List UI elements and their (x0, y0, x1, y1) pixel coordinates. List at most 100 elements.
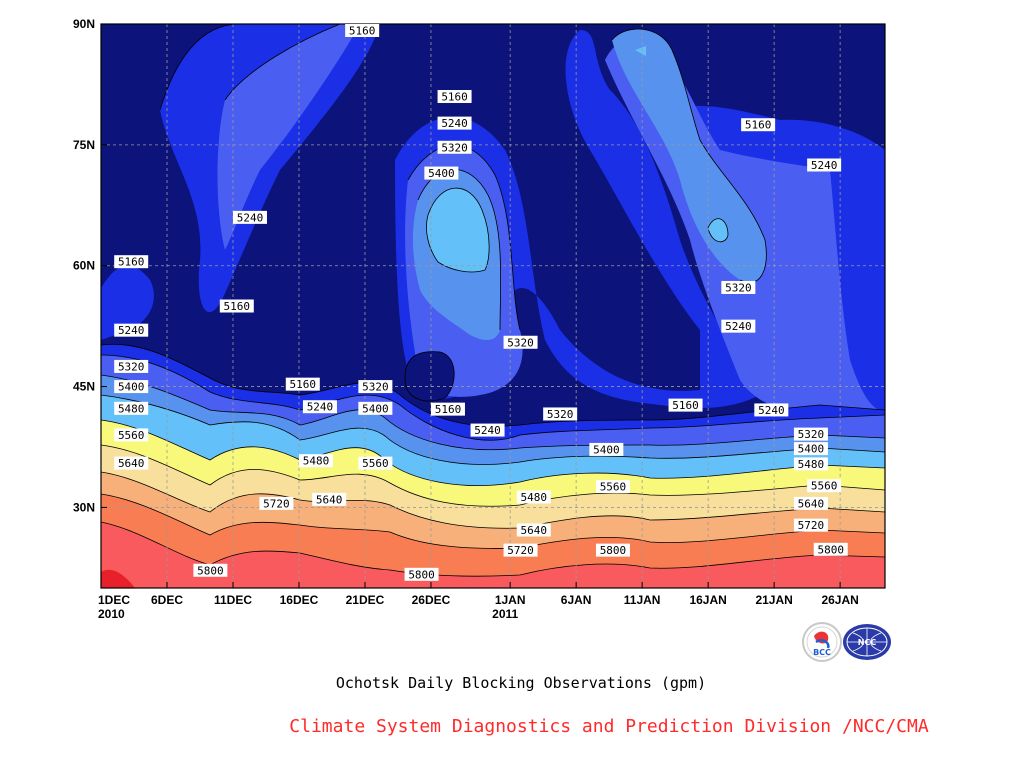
contour-label: 5560 (358, 456, 393, 470)
contour-label-bg (437, 116, 472, 130)
contour-label: 5160 (114, 255, 149, 269)
contour-band-5480 (635, 46, 646, 56)
contour-label-text: 5400 (593, 443, 620, 456)
contour-label-text: 5160 (441, 91, 468, 104)
contour-label-bg (793, 442, 828, 456)
contour-label: 5320 (543, 407, 578, 421)
contour-label-bg (721, 280, 756, 294)
contour-label-text: 5640 (521, 524, 548, 537)
contour-label: 5320 (114, 359, 149, 373)
contour-band-5240 (101, 265, 154, 340)
contour-label-bg (114, 255, 149, 269)
contour-label: 5480 (793, 457, 828, 471)
contour-band-5320 (217, 24, 360, 250)
contour-label-bg (114, 456, 149, 470)
contour-label-text: 5240 (725, 320, 752, 333)
contour-label-bg (219, 299, 254, 313)
contour-label-text: 5800 (600, 544, 627, 557)
contour-label-text: 5640 (118, 457, 145, 470)
contour-label: 5240 (232, 210, 267, 224)
x-tick-label: 11DEC (214, 593, 252, 607)
contour-label-bg (259, 496, 294, 510)
contour-label: 5160 (437, 90, 472, 104)
contour-label: 5560 (595, 479, 630, 493)
x-tick-label: 26DEC (412, 593, 451, 607)
contour-band-5480 (426, 188, 490, 273)
contour-label: 5320 (437, 140, 472, 154)
contour-label-text: 5400 (798, 443, 825, 456)
contour-label-bg (516, 523, 551, 537)
contour-label-text: 5320 (441, 141, 468, 154)
contour-label-text: 5160 (435, 403, 462, 416)
contour-label-text: 5160 (349, 25, 376, 38)
contour-label-bg (232, 210, 267, 224)
contour-label: 5160 (219, 299, 254, 313)
y-axis: 30N 45N 60N 75N 90N (73, 17, 107, 514)
contour-label: 5240 (754, 403, 789, 417)
contour-label: 5800 (813, 542, 848, 556)
contour-label-text: 5320 (547, 408, 574, 421)
contour-label-text: 5320 (362, 381, 389, 394)
contour-label: 5240 (807, 158, 842, 172)
contour-label: 5240 (114, 323, 149, 337)
contour-label-bg (503, 335, 538, 349)
y-tick-label: 90N (73, 17, 95, 31)
contour-band-5480 (708, 218, 728, 242)
x-tick-sublabel: 2010 (98, 607, 125, 621)
contour-label: 5560 (114, 428, 149, 442)
contour-label-bg (114, 428, 149, 442)
x-tick-label: 26JAN (821, 593, 858, 607)
contour-label-text: 5160 (224, 300, 251, 313)
contour-label: 5240 (437, 116, 472, 130)
contour-label-text: 5320 (798, 428, 825, 441)
contour-label: 5640 (312, 492, 347, 506)
svg-text:BCC: BCC (813, 648, 831, 657)
contour-label-bg (813, 542, 848, 556)
contour-label-bg (807, 158, 842, 172)
contour-label-text: 5800 (197, 564, 224, 577)
contour-label-bg (793, 518, 828, 532)
contour-label-text: 5560 (600, 480, 627, 493)
contour-label-bg (358, 456, 393, 470)
contour-band-max (101, 569, 135, 588)
x-tick-label: 21DEC (346, 593, 385, 607)
contour-label-bg (793, 496, 828, 510)
contour-label: 5320 (721, 280, 756, 294)
contour-label-text: 5720 (263, 497, 290, 510)
contour-label-bg (424, 166, 459, 180)
contour-label: 5400 (793, 442, 828, 456)
contour-label: 5640 (114, 456, 149, 470)
contour-label: 5160 (668, 398, 703, 412)
ncc-logo: NCC (843, 624, 891, 660)
contour-label-text: 5800 (817, 543, 844, 556)
contour-label-bg (595, 479, 630, 493)
contour-label-bg (302, 400, 337, 414)
contour-label-bg (114, 359, 149, 373)
contour-band-5160-hole (405, 351, 455, 401)
contour-label-bg (298, 454, 333, 468)
contour-label: 5720 (259, 496, 294, 510)
contour-label-bg (358, 380, 393, 394)
contour-label: 5160 (285, 377, 320, 391)
contour-label-text: 5400 (362, 402, 389, 415)
contour-band-5240 (160, 24, 380, 313)
contour-label: 5400 (358, 401, 393, 415)
contour-label: 5160 (741, 118, 776, 132)
contour-label: 5320 (793, 427, 828, 441)
contour-label-text: 5240 (237, 211, 264, 224)
x-tick-label: 6JAN (561, 593, 592, 607)
contour-label-text: 5640 (798, 497, 825, 510)
contour-label: 5640 (516, 523, 551, 537)
contour-label-bg (741, 118, 776, 132)
contour-label-text: 5560 (811, 480, 838, 493)
contour-label-text: 5240 (307, 401, 334, 414)
contour-label-bg (668, 398, 703, 412)
x-tick-label: 21JAN (755, 593, 792, 607)
x-tick-label: 1JAN (495, 593, 526, 607)
contour-label-text: 5240 (758, 404, 785, 417)
contour-label-text: 5320 (118, 360, 145, 373)
contour-label-text: 5240 (118, 324, 145, 337)
contour-label-bg (721, 319, 756, 333)
contour-label: 5480 (516, 490, 551, 504)
